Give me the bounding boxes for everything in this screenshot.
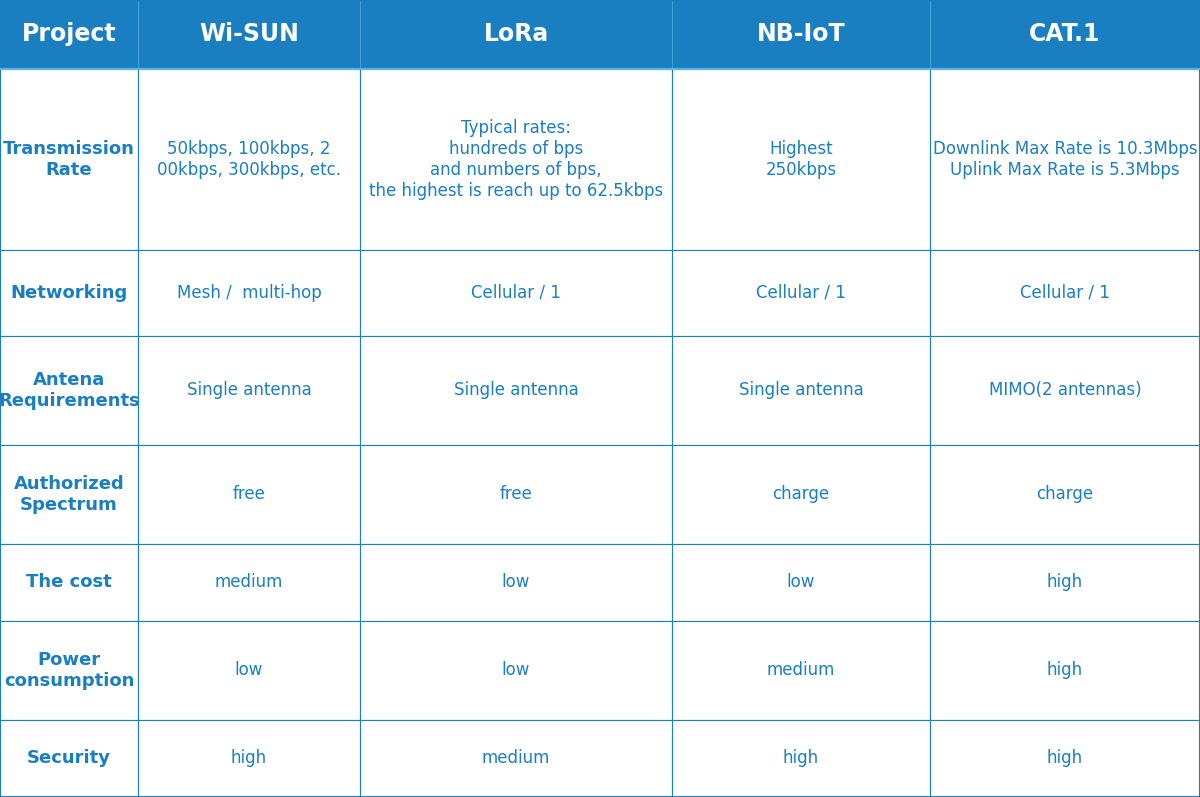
FancyBboxPatch shape [138,250,360,336]
Text: Single antenna: Single antenna [739,381,863,399]
FancyBboxPatch shape [672,445,930,544]
Text: Wi-SUN: Wi-SUN [199,22,299,46]
Text: NB-IoT: NB-IoT [757,22,845,46]
FancyBboxPatch shape [360,621,672,720]
Text: medium: medium [767,662,835,679]
Text: Cellular / 1: Cellular / 1 [756,284,846,302]
Text: MIMO(2 antennas): MIMO(2 antennas) [989,381,1141,399]
FancyBboxPatch shape [672,336,930,445]
FancyBboxPatch shape [360,250,672,336]
Text: high: high [1046,662,1084,679]
FancyBboxPatch shape [138,445,360,544]
FancyBboxPatch shape [360,544,672,621]
FancyBboxPatch shape [0,621,138,720]
Text: Networking: Networking [11,284,127,302]
FancyBboxPatch shape [672,621,930,720]
FancyBboxPatch shape [930,336,1200,445]
Text: Antena
Requirements: Antena Requirements [0,371,140,410]
FancyBboxPatch shape [930,720,1200,797]
Text: Power
consumption: Power consumption [4,651,134,690]
FancyBboxPatch shape [930,544,1200,621]
Text: Security: Security [28,749,112,768]
Text: LoRa: LoRa [484,22,548,46]
FancyBboxPatch shape [138,720,360,797]
Text: The cost: The cost [26,573,112,591]
Text: medium: medium [215,573,283,591]
FancyBboxPatch shape [0,445,138,544]
FancyBboxPatch shape [138,69,360,250]
FancyBboxPatch shape [0,250,138,336]
FancyBboxPatch shape [672,720,930,797]
FancyBboxPatch shape [360,0,672,69]
FancyBboxPatch shape [672,0,930,69]
Text: low: low [235,662,263,679]
FancyBboxPatch shape [138,544,360,621]
Text: Single antenna: Single antenna [454,381,578,399]
FancyBboxPatch shape [930,250,1200,336]
FancyBboxPatch shape [360,720,672,797]
Text: Mesh /  multi-hop: Mesh / multi-hop [176,284,322,302]
Text: free: free [499,485,533,504]
FancyBboxPatch shape [930,445,1200,544]
FancyBboxPatch shape [360,69,672,250]
Text: Cellular / 1: Cellular / 1 [472,284,560,302]
Text: Project: Project [22,22,116,46]
Text: CAT.1: CAT.1 [1030,22,1100,46]
FancyBboxPatch shape [138,621,360,720]
FancyBboxPatch shape [0,544,138,621]
Text: Cellular / 1: Cellular / 1 [1020,284,1110,302]
Text: Highest
250kbps: Highest 250kbps [766,140,836,179]
Text: high: high [1046,573,1084,591]
FancyBboxPatch shape [360,336,672,445]
Text: charge: charge [1037,485,1093,504]
FancyBboxPatch shape [138,0,360,69]
Text: high: high [782,749,820,768]
FancyBboxPatch shape [672,544,930,621]
FancyBboxPatch shape [0,0,138,69]
Text: Transmission
Rate: Transmission Rate [4,140,134,179]
Text: Single antenna: Single antenna [187,381,311,399]
Text: low: low [787,573,815,591]
Text: high: high [1046,749,1084,768]
FancyBboxPatch shape [672,69,930,250]
FancyBboxPatch shape [138,336,360,445]
FancyBboxPatch shape [0,720,138,797]
FancyBboxPatch shape [930,621,1200,720]
FancyBboxPatch shape [930,69,1200,250]
Text: Typical rates:
hundreds of bps
and numbers of bps,
the highest is reach up to 62: Typical rates: hundreds of bps and numbe… [368,119,664,199]
FancyBboxPatch shape [930,0,1200,69]
Text: medium: medium [482,749,550,768]
FancyBboxPatch shape [0,69,138,250]
FancyBboxPatch shape [672,250,930,336]
FancyBboxPatch shape [0,336,138,445]
Text: Authorized
Spectrum: Authorized Spectrum [13,475,125,514]
Text: Downlink Max Rate is 10.3Mbps
Uplink Max Rate is 5.3Mbps: Downlink Max Rate is 10.3Mbps Uplink Max… [932,140,1198,179]
FancyBboxPatch shape [360,445,672,544]
Text: low: low [502,662,530,679]
Text: 50kbps, 100kbps, 2
00kbps, 300kbps, etc.: 50kbps, 100kbps, 2 00kbps, 300kbps, etc. [157,140,341,179]
Text: charge: charge [773,485,829,504]
Text: free: free [233,485,265,504]
Text: low: low [502,573,530,591]
Text: high: high [230,749,268,768]
